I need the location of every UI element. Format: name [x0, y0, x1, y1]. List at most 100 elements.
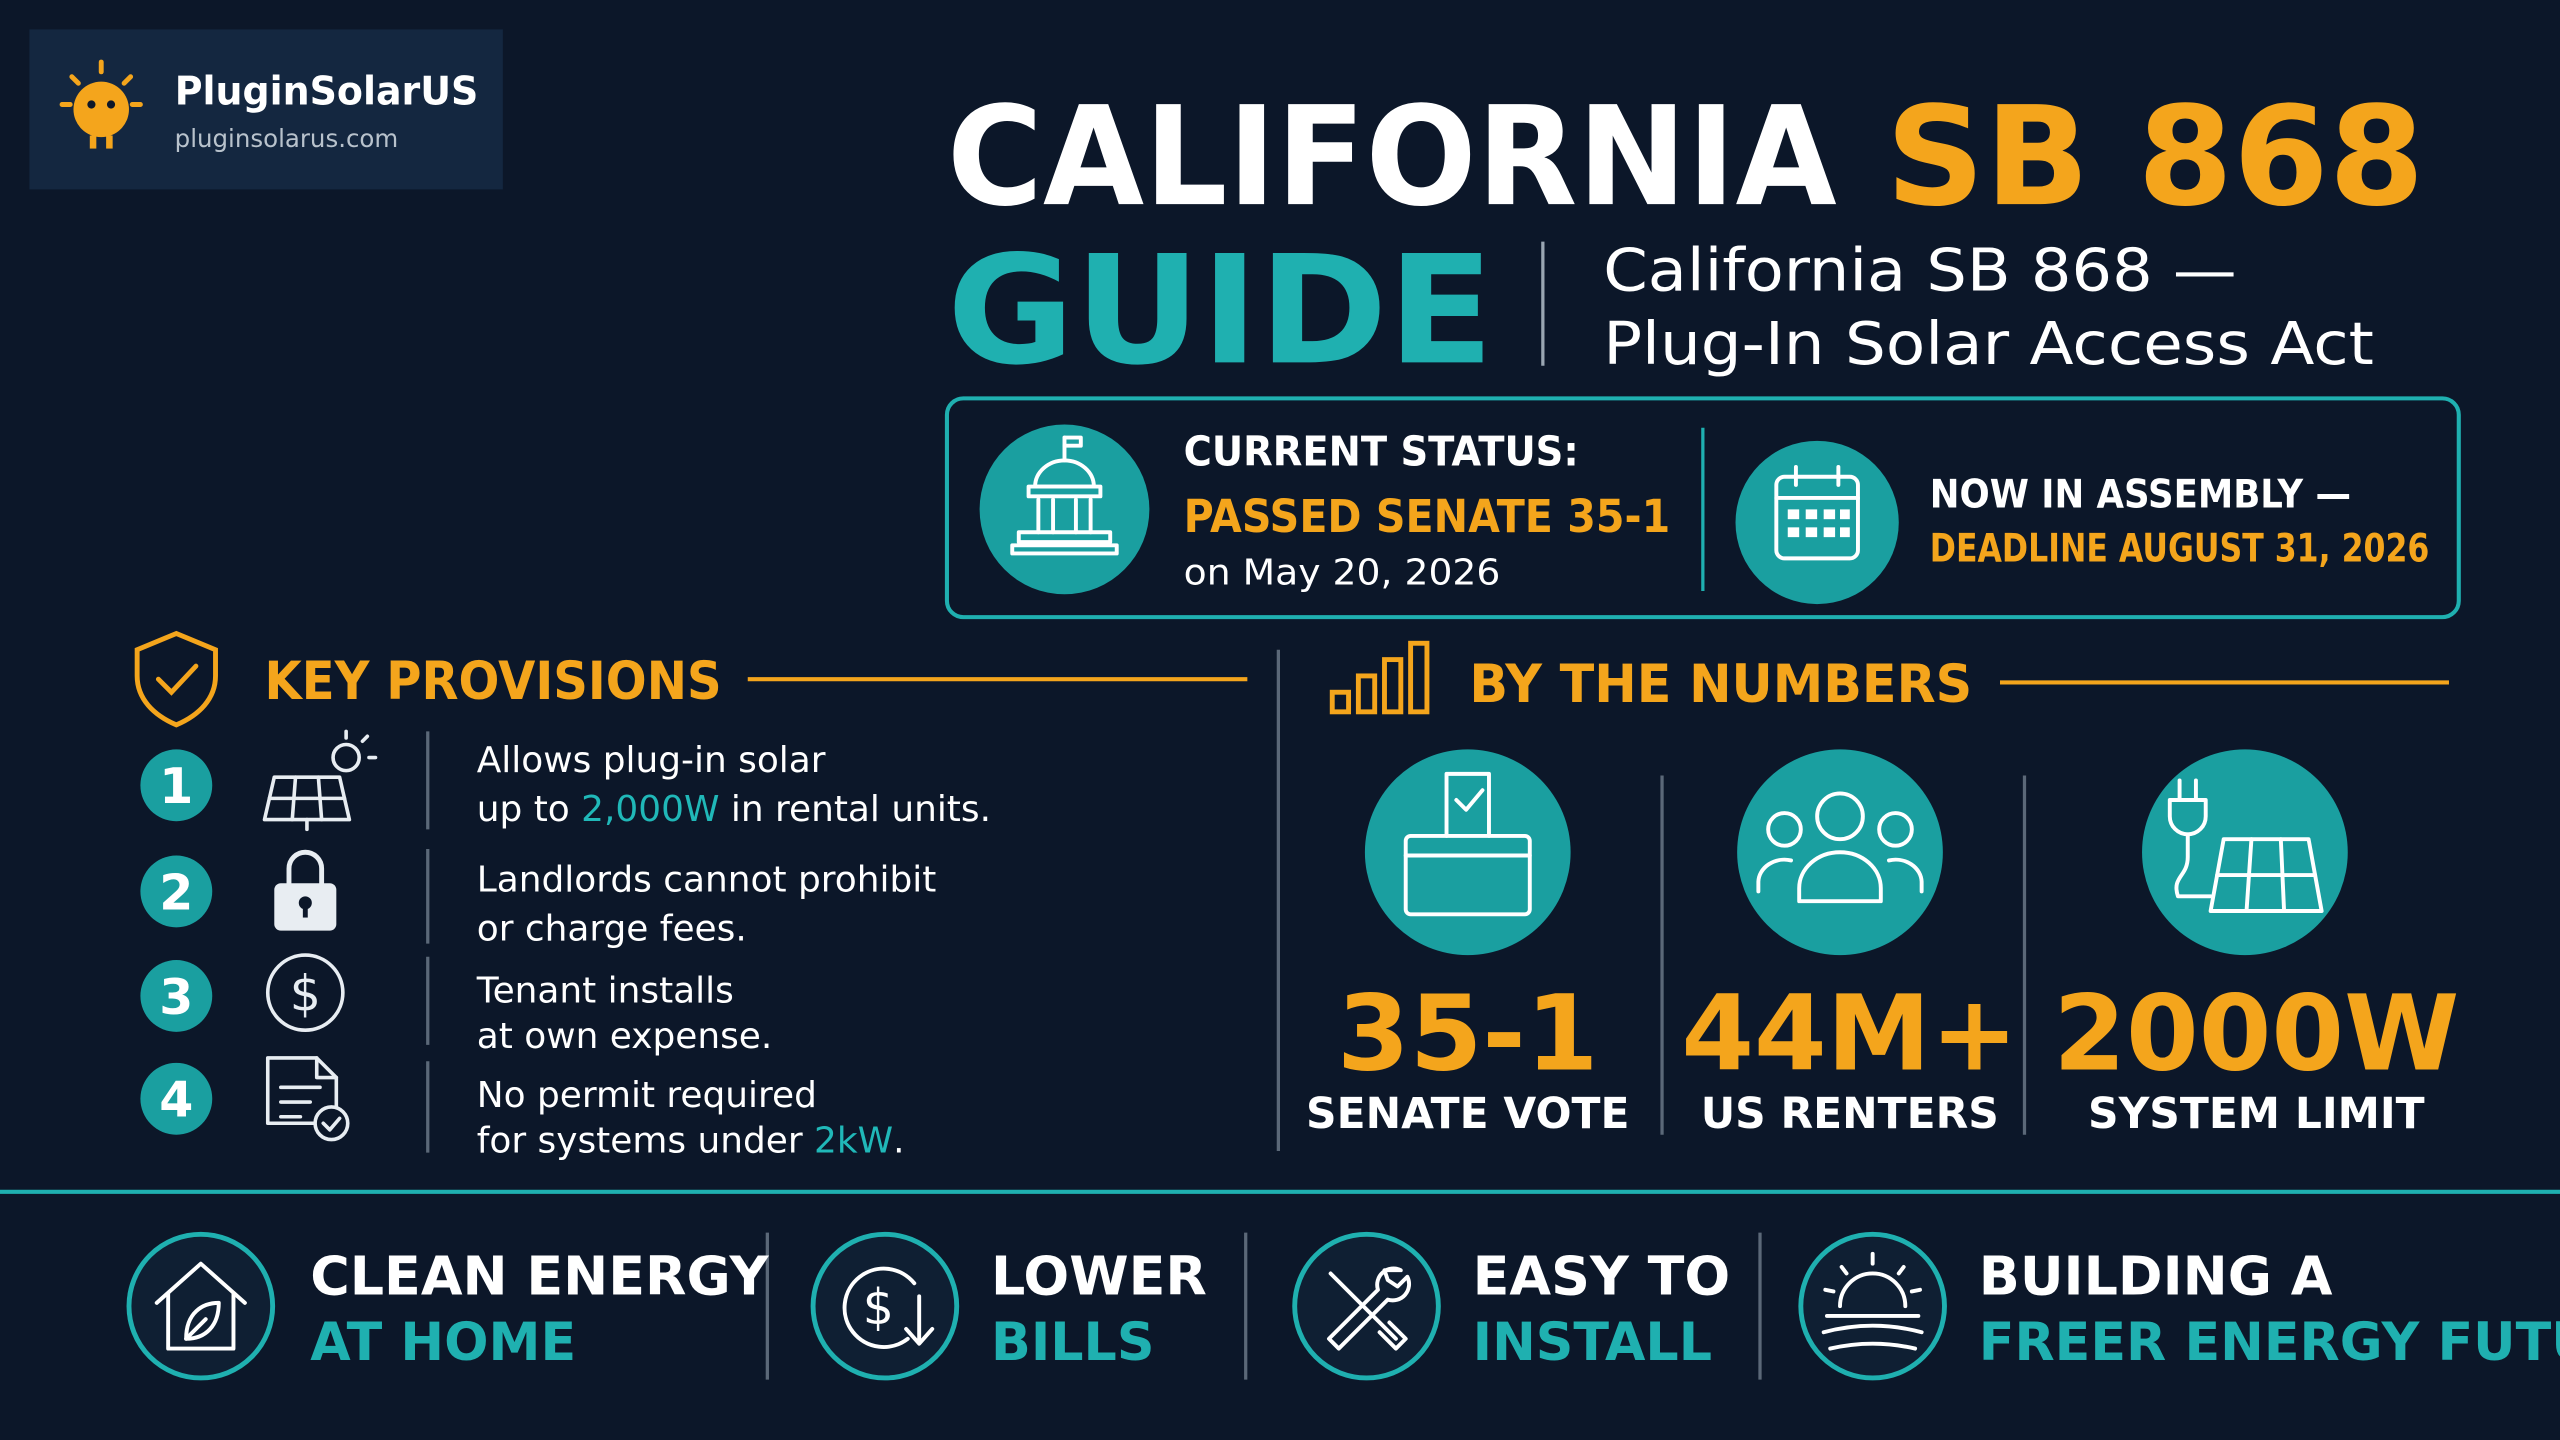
title-highlight: SB 868	[1886, 78, 2425, 237]
house-icon-part	[166, 1291, 236, 1351]
logo-part-part	[121, 74, 134, 86]
provision-text: Tenant installs	[476, 970, 734, 1011]
ballot-icon-part	[1444, 771, 1491, 838]
icon-circle	[1364, 749, 1571, 956]
calendar-icon-part-part	[1787, 527, 1800, 538]
stat-label: SYSTEM LIMIT	[2088, 1090, 2425, 1139]
lock-icon-part	[302, 902, 308, 918]
provision-number: 2	[159, 864, 193, 921]
provision-text-part: up to	[477, 789, 581, 830]
document-icon-part	[314, 1056, 339, 1080]
benefit-title: BUILDING A	[1979, 1245, 2333, 1308]
solar-icon-part	[331, 742, 361, 773]
brand-name: PluginSolarUS	[175, 69, 479, 114]
calendar-icon-part-part	[1840, 527, 1850, 538]
sunrise-icon-part	[1838, 1271, 1908, 1309]
number-badge	[140, 960, 213, 1032]
capitol-icon-part	[1010, 543, 1119, 556]
provision-text: up to 2,000W in rental units.	[477, 789, 991, 830]
icon-glyph: $	[863, 1279, 894, 1336]
people-icon-part	[1887, 857, 1924, 894]
plug-panel-icon	[2167, 778, 2324, 913]
stat-label: SENATE VOTE	[1306, 1090, 1629, 1139]
capitol-icon-part	[1026, 484, 1103, 499]
house-icon-part	[154, 1261, 247, 1305]
logo-part	[73, 81, 129, 138]
provision-text: at own expense.	[477, 1016, 773, 1057]
bars-icon-part	[1355, 673, 1378, 715]
sunrise-icon-part	[1821, 1323, 1924, 1335]
benefit-title: EASY TO	[1473, 1245, 1731, 1308]
calendar-icon-part-part	[1823, 527, 1836, 538]
people-icon-part	[1766, 811, 1803, 848]
provision-text-part: Allows plug-in solar	[477, 740, 826, 781]
plug-panel-icon-part	[2174, 832, 2213, 899]
provision-text-part: at own expense.	[477, 1016, 773, 1057]
number-badge	[140, 855, 213, 928]
document-icon-part	[321, 1116, 342, 1132]
bars-icon-part	[1329, 689, 1352, 715]
stat-value: 44M+	[1681, 972, 2018, 1094]
people-icon-part	[1815, 791, 1865, 842]
provision-text-part: .	[893, 1121, 904, 1162]
people-icon-part	[1756, 857, 1793, 894]
solar-icon-part	[290, 775, 298, 822]
icon-circle	[2142, 749, 2348, 956]
icon-glyph: $	[290, 966, 321, 1023]
plug-panel-icon-part	[2244, 837, 2254, 913]
provision-number: 1	[159, 758, 193, 815]
bills-icon: $	[842, 1266, 935, 1349]
capitol-icon-part	[1033, 458, 1096, 489]
provision-highlight: 2,000W	[581, 789, 719, 830]
brand-url: pluginsolarus.com	[175, 124, 399, 153]
bars-icon-part	[1408, 640, 1430, 715]
tools-icon	[1327, 1266, 1411, 1351]
sunrise-icon-part	[1909, 1287, 1922, 1294]
logo	[29, 29, 503, 190]
benefit-subtitle: AT HOME	[310, 1313, 576, 1373]
logo-part-part	[69, 74, 81, 86]
provision-text-part: Tenant installs	[476, 970, 734, 1011]
solar-icon-part	[316, 775, 324, 822]
status-label: CURRENT STATUS:	[1184, 427, 1579, 475]
sunrise-icon-part	[1828, 1341, 1918, 1351]
benefit-title: LOWER	[991, 1245, 1207, 1308]
calendar-icon-part-part	[1823, 509, 1836, 520]
shield-icon-part	[134, 630, 218, 728]
benefit-circles-part	[1292, 1231, 1441, 1381]
section-heading: KEY PROVISIONS	[264, 652, 721, 712]
shield-icon-part	[155, 663, 199, 696]
solar-icon-part	[360, 734, 370, 744]
title-line: CALIFORNIA	[947, 78, 1837, 237]
status-box	[944, 396, 2461, 620]
stat-value: 2000W	[2053, 972, 2459, 1094]
ballot-icon	[1403, 771, 1532, 917]
house-icon	[154, 1261, 247, 1351]
dollar-icon: $	[265, 953, 345, 1032]
number-badge	[140, 1062, 213, 1135]
provision-text: No permit required	[477, 1075, 817, 1116]
subtitle: California SB 868 —	[1603, 236, 2236, 305]
subtitle: Plug-In Solar Access Act	[1603, 309, 2374, 378]
number-badge	[140, 749, 213, 822]
bills-icon-part	[904, 1294, 935, 1346]
provision-number: 3	[159, 969, 193, 1026]
benefit-subtitle: INSTALL	[1473, 1313, 1712, 1373]
logo-part	[89, 135, 97, 149]
sunrise-icon-part	[1839, 1264, 1849, 1276]
sunrise-icon-part	[1823, 1287, 1836, 1294]
icon-circle	[1735, 440, 1899, 605]
capitol-icon-part	[1062, 435, 1083, 448]
calendar-icon-part-part	[1805, 527, 1818, 538]
status-value: PASSED SENATE 35-1	[1184, 490, 1671, 543]
lock-icon-part	[286, 849, 325, 885]
logo-part	[87, 100, 96, 109]
benefit-subtitle: FREER ENERGY FUTURE	[1979, 1313, 2560, 1373]
calendar-icon-part-part	[1805, 509, 1818, 520]
provision-text: Allows plug-in solar	[477, 740, 826, 781]
title-line: GUIDE	[947, 224, 1494, 398]
house-icon-part	[184, 1317, 208, 1341]
benefit-subtitle: BILLS	[991, 1313, 1154, 1373]
